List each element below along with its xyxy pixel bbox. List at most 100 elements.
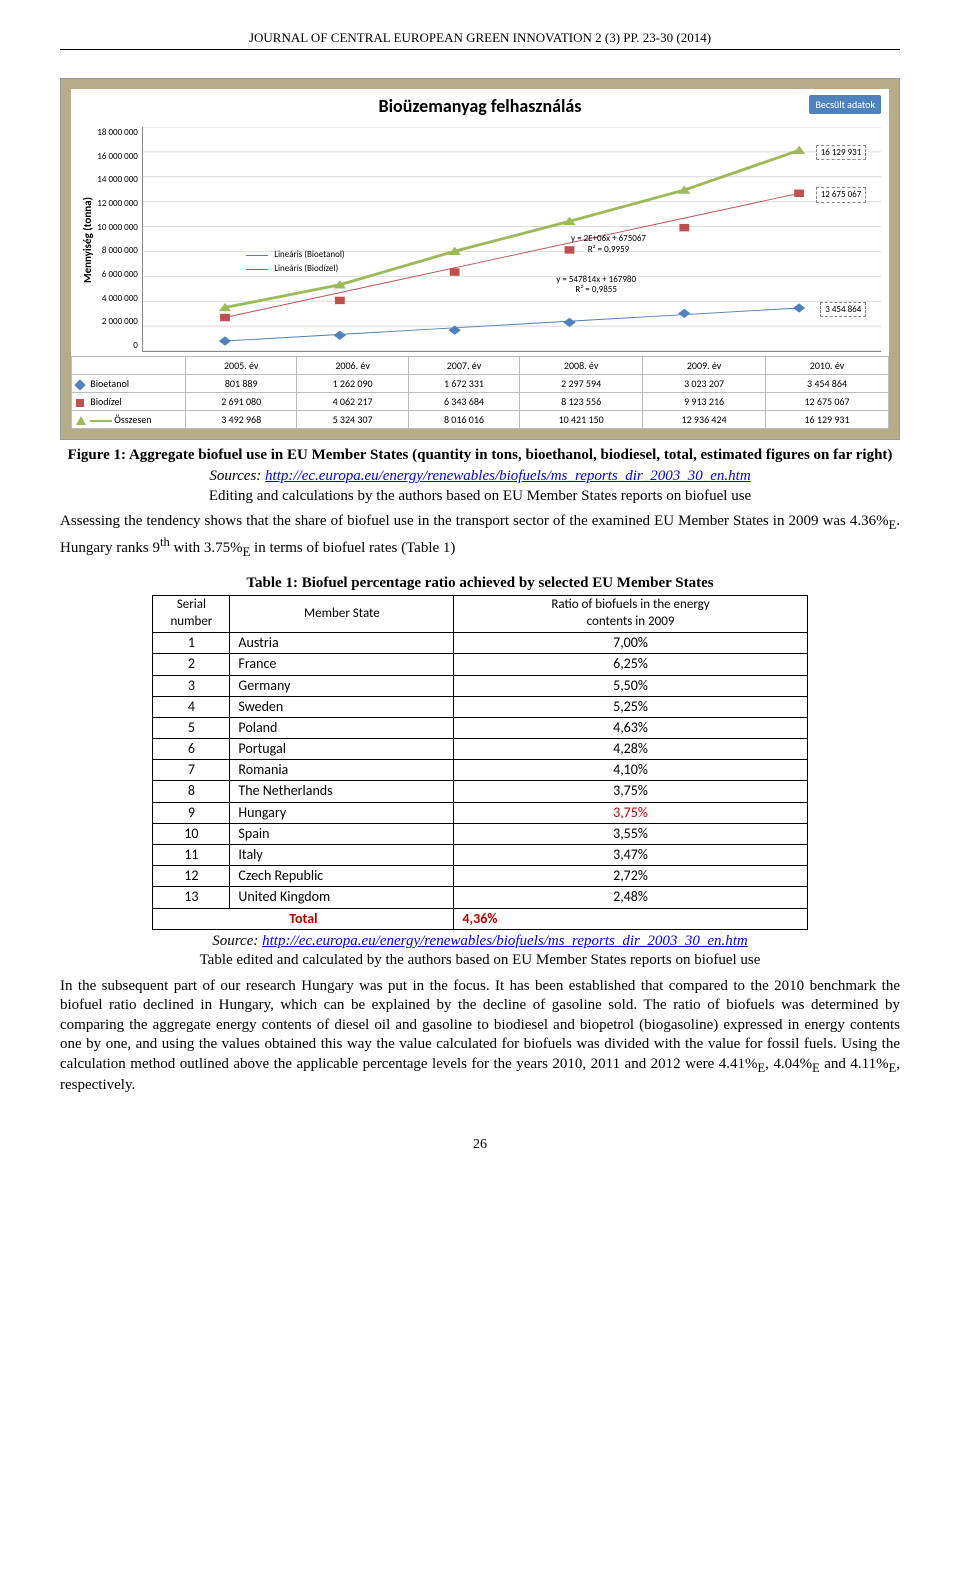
table-row: 4Sweden5,25% — [153, 696, 807, 717]
fig1-caption: Figure 1: Aggregate biofuel use in EU Me… — [60, 446, 900, 466]
data-cell: 9 913 216 — [643, 392, 766, 410]
serial-cell: 1 — [153, 633, 230, 654]
serial-cell: 10 — [153, 823, 230, 844]
table-row: Összesen3 492 9685 324 3078 016 01610 42… — [72, 410, 889, 428]
ratio-cell: 3,75% — [454, 781, 807, 802]
table-row: 2005. év2006. év2007. év2008. év2009. év… — [72, 356, 889, 374]
data-cell: 12 675 067 — [766, 392, 889, 410]
table-row: 3Germany5,50% — [153, 675, 807, 696]
journal-header: JOURNAL OF CENTRAL EUROPEAN GREEN INNOVA… — [60, 30, 900, 50]
ratio-cell: 5,25% — [454, 696, 807, 717]
state-cell: Sweden — [230, 696, 454, 717]
paragraph-1: Assessing the tendency shows that the sh… — [60, 512, 900, 560]
serial-cell: 5 — [153, 717, 230, 738]
serial-cell: 11 — [153, 845, 230, 866]
series-label: Bioetanol — [88, 377, 129, 390]
data-cell: 1 672 331 — [408, 374, 519, 392]
fig1-edit-note: Editing and calculations by the authors … — [60, 487, 900, 507]
state-cell: Italy — [230, 845, 454, 866]
y-tick-label: 0 — [97, 340, 138, 352]
th-text: Ratio of biofuels in the energy — [551, 597, 709, 612]
table-row: 13United Kingdom2,48% — [153, 887, 807, 908]
category-cell: 2008. év — [520, 356, 643, 374]
member-table: Serial number Member State Ratio of biof… — [152, 595, 807, 929]
ratio-cell: 2,48% — [454, 887, 807, 908]
trend-legend-row: Lineáris (Bioetanol) — [246, 248, 344, 262]
series-line-swatch — [90, 420, 112, 422]
th-text: number — [170, 614, 212, 629]
y-tick-label: 2 000 000 — [97, 316, 138, 328]
data-cell: 5 324 307 — [297, 410, 408, 428]
series-legend-cell: Bioetanol — [72, 374, 186, 392]
ratio-cell: 2,72% — [454, 866, 807, 887]
serial-cell: 7 — [153, 760, 230, 781]
serial-cell: 4 — [153, 696, 230, 717]
eqn-biodizel: y = 2E+06x + 675067 R² = 0,9959 — [571, 234, 646, 255]
ratio-cell: 4,28% — [454, 739, 807, 760]
callout-biodizel: 12 675 067 — [816, 187, 867, 203]
th-state: Member State — [230, 596, 454, 633]
ratio-cell: 6,25% — [454, 654, 807, 675]
member-table-foot: Total 4,36% — [153, 908, 807, 929]
state-cell: Austria — [230, 633, 454, 654]
serial-cell: 13 — [153, 887, 230, 908]
ratio-cell: 4,63% — [454, 717, 807, 738]
total-value: 4,36% — [454, 908, 807, 929]
table1-source-url[interactable]: http://ec.europa.eu/energy/renewables/bi… — [262, 933, 748, 949]
table-row: 5Poland4,63% — [153, 717, 807, 738]
chart-frame: Bioüzemanyag felhasználás Becsült adatok… — [60, 78, 900, 440]
table-row: 11Italy3,47% — [153, 845, 807, 866]
legend-spacer — [72, 356, 186, 374]
category-cell: 2007. év — [408, 356, 519, 374]
plot-canvas: Lineáris (Bioetanol) Lineáris (Biodízel)… — [142, 127, 881, 352]
trend-legend: Lineáris (Bioetanol) Lineáris (Biodízel) — [246, 248, 344, 277]
plot-svg — [143, 127, 881, 351]
state-cell: Czech Republic — [230, 866, 454, 887]
eqn-r2: R² = 0,9855 — [556, 285, 636, 295]
category-cell: 2006. év — [297, 356, 408, 374]
table-row: Biodízel2 691 0804 062 2176 343 6848 123… — [72, 392, 889, 410]
table1-source-line: Source: http://ec.europa.eu/energy/renew… — [60, 932, 900, 952]
y-tick-label: 4 000 000 — [97, 293, 138, 305]
fig1-sources-label: Sources: — [209, 468, 261, 484]
table-row: 2France6,25% — [153, 654, 807, 675]
callout-osszesen: 16 129 931 — [816, 145, 867, 161]
table-row: 12Czech Republic2,72% — [153, 866, 807, 887]
y-axis-label: Mennyiség (tonna) — [79, 127, 97, 352]
state-cell: The Netherlands — [230, 781, 454, 802]
chart-data-table: 2005. év2006. év2007. év2008. év2009. év… — [71, 356, 889, 429]
trend-legend-label: Lineáris (Biodízel) — [274, 262, 338, 276]
trend-legend-label: Lineáris (Bioetanol) — [274, 248, 344, 262]
fig1-url[interactable]: http://ec.europa.eu/energy/renewables/bi… — [265, 468, 751, 484]
th-ratio: Ratio of biofuels in the energy contents… — [454, 596, 807, 633]
trend-legend-swatch — [246, 269, 268, 270]
series-label: Biodízel — [88, 395, 122, 408]
callout-bioetanol: 3 454 864 — [820, 302, 866, 318]
ratio-cell: 4,10% — [454, 760, 807, 781]
member-table-head: Serial number Member State Ratio of biof… — [153, 596, 807, 633]
series-label: Összesen — [112, 413, 151, 426]
state-cell: United Kingdom — [230, 887, 454, 908]
diamond-icon — [74, 379, 85, 390]
square-icon — [76, 399, 84, 407]
table-row: 8The Netherlands3,75% — [153, 781, 807, 802]
y-tick-label: 16 000 000 — [97, 151, 138, 163]
ratio-cell: 3,75% — [454, 802, 807, 823]
th-text: contents in 2009 — [587, 614, 675, 629]
data-cell: 12 936 424 — [643, 410, 766, 428]
table-row: 10Spain3,55% — [153, 823, 807, 844]
state-cell: Romania — [230, 760, 454, 781]
total-label: Total — [153, 908, 454, 929]
table-row: Bioetanol801 8891 262 0901 672 3312 297 … — [72, 374, 889, 392]
data-cell: 1 262 090 — [297, 374, 408, 392]
page-number: 26 — [60, 1136, 900, 1154]
chart-title: Bioüzemanyag felhasználás — [71, 89, 889, 118]
y-tick-label: 6 000 000 — [97, 269, 138, 281]
y-tick-label: 12 000 000 — [97, 198, 138, 210]
data-cell: 16 129 931 — [766, 410, 889, 428]
table1-source-label: Source: — [212, 933, 258, 949]
th-text: Serial — [177, 597, 206, 612]
category-cell: 2005. év — [186, 356, 297, 374]
table-row: Serial number Member State Ratio of biof… — [153, 596, 807, 633]
data-cell: 2 297 594 — [520, 374, 643, 392]
